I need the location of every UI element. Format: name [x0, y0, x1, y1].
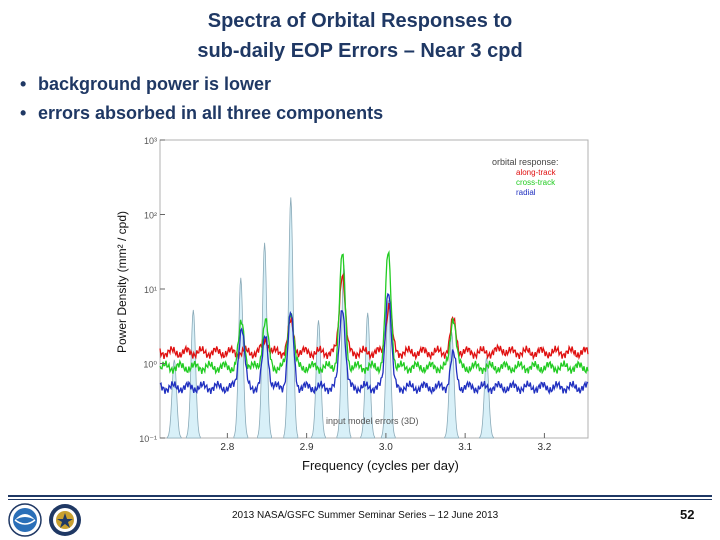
input-error-peak-5: [311, 320, 326, 439]
spectrum-chart: 2.8 2.9 3.0 3.1 3.2 10⁻¹ 10⁰ 10¹ 10² 10³ orbital r…: [139, 136, 589, 450]
bullet-text: background power is lower: [38, 74, 272, 94]
input-error-peak-10: [479, 357, 494, 439]
x-tick-label: 2.9: [300, 442, 314, 450]
x-axis-label: Frequency (cycles per day): [302, 458, 459, 473]
bullet-dot-icon: •: [20, 103, 27, 123]
slide-title-line-2: sub-daily EOP Errors – Near 3 cpd: [197, 40, 523, 62]
footer-divider: [8, 495, 712, 497]
bullet-text: errors absorbed in all three components: [38, 103, 384, 123]
legend-entry-radial: radial: [516, 188, 536, 197]
input-model-errors-label: input model errors (3D): [326, 416, 419, 426]
x-tick-label: 3.2: [537, 442, 551, 450]
series-line-cross-track: [159, 250, 589, 375]
slide-title-line-1: Spectra of Orbital Responses to: [207, 10, 513, 32]
bullet-item: • errors absorbed in all three components: [20, 99, 383, 128]
bullet-list: • background power is lower • errors absor…: [20, 70, 383, 128]
legend-title: orbital response:: [492, 157, 559, 167]
y-tick-label: 10³: [144, 136, 157, 146]
input-error-peak-2: [233, 277, 249, 439]
x-tick-label: 3.0: [379, 442, 393, 450]
input-error-peak-0: [166, 359, 182, 439]
y-tick-label: 10¹: [144, 285, 157, 295]
slide-title: Spectra of Orbital Responses to sub-dail…: [0, 6, 720, 66]
x-tick-label: 2.8: [220, 442, 234, 450]
series-line-radial: [159, 292, 589, 396]
y-tick-label: 10⁰: [143, 360, 157, 370]
footer-text: 2013 NASA/GSFC Summer Seminar Series – 1…: [232, 510, 499, 521]
bullet-item: • background power is lower: [20, 70, 383, 99]
legend-entry-cross-track: cross-track: [516, 178, 556, 187]
y-axis-label: Power Density (mm² / cpd): [115, 210, 129, 354]
noaa-logo-icon: [8, 503, 42, 537]
footer-divider-thin: [8, 499, 712, 500]
page-number: 52: [680, 507, 695, 522]
y-tick-label: 10²: [144, 211, 157, 221]
x-tick-label: 3.1: [458, 442, 472, 450]
bullet-dot-icon: •: [20, 74, 27, 94]
y-tick-label: 10⁻¹: [139, 434, 157, 444]
input-error-peak-7: [360, 312, 376, 439]
ngs-seal-logo-icon: [49, 504, 81, 536]
input-error-peak-1: [185, 309, 201, 439]
series-line-along-track: [159, 272, 589, 361]
legend-entry-along-track: along-track: [516, 168, 557, 177]
input-error-peak-9: [444, 332, 460, 439]
